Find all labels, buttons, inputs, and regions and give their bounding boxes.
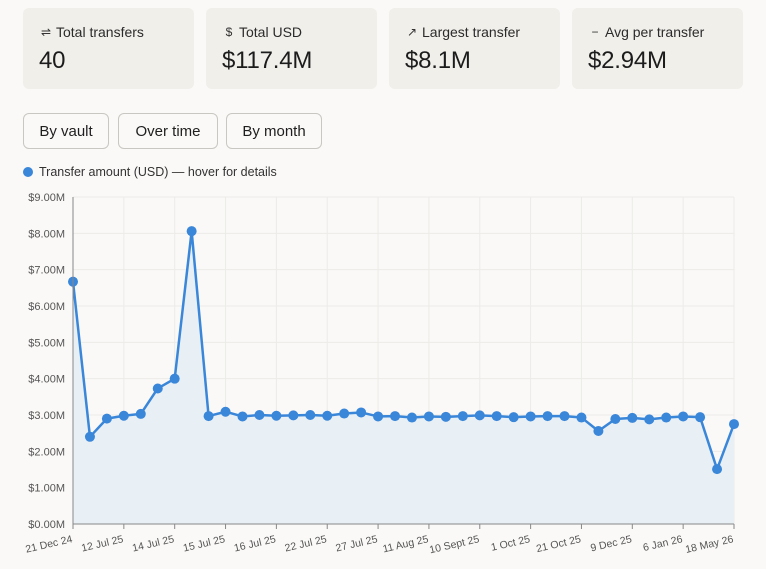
data-point[interactable] [695, 412, 706, 423]
data-point[interactable] [203, 411, 214, 422]
data-point[interactable] [406, 412, 417, 423]
line-chart[interactable]: $0.00M $1.00M $2.00M $3.00M $4.00M $5.00M $6.0… [0, 185, 766, 569]
chart-area [73, 231, 734, 525]
data-point[interactable] [712, 464, 723, 475]
y-tick-label: $9.00M [28, 192, 65, 204]
chart-line [71, 229, 736, 471]
legend-dot-icon [23, 167, 33, 177]
data-point[interactable] [729, 419, 739, 430]
data-point[interactable] [152, 383, 163, 394]
series-line [71, 229, 736, 471]
card-label: Total USD [239, 24, 303, 40]
card-value: $117.4M [222, 47, 313, 74]
x-tick-label: 15 Jul 25 [182, 533, 226, 554]
arrows-swap-icon: ⇌ [40, 25, 52, 39]
y-tick-label: $4.00M [28, 374, 65, 386]
x-tick-label: 11 Aug 25 [382, 533, 430, 555]
data-point[interactable] [135, 408, 146, 419]
y-tick-label: $8.00M [28, 228, 65, 240]
x-tick-label: 14 Jul 25 [131, 533, 175, 554]
data-point[interactable] [559, 411, 570, 422]
summary-cards: ⇌ Total transfers 40 $ Total USD $117.4M… [23, 8, 743, 89]
data-point[interactable] [423, 411, 434, 422]
card-total-usd: $ Total USD $117.4M [206, 8, 377, 89]
data-point[interactable] [627, 412, 638, 423]
card-largest-transfer: ↗ Largest transfer $8.1M [389, 8, 560, 89]
data-point[interactable] [237, 411, 248, 422]
data-point[interactable] [339, 408, 350, 419]
card-label: Largest transfer [422, 24, 521, 40]
x-axis: 21 Dec 24 12 Jul 25 14 Jul 25 15 Jul 25 16 J… [24, 523, 735, 556]
card-total-transfers: ⇌ Total transfers 40 [23, 8, 194, 89]
data-point[interactable] [220, 406, 231, 417]
y-tick-label: $1.00M [28, 483, 65, 495]
data-point[interactable] [305, 410, 316, 420]
tab-over-time[interactable]: Over time [118, 113, 218, 149]
data-point[interactable] [254, 410, 265, 420]
x-tick-label: 21 Oct 25 [535, 533, 582, 555]
data-point[interactable] [610, 413, 621, 424]
x-tick-label: 12 Jul 25 [80, 533, 124, 554]
x-tick-label: 10 Sept 25 [428, 533, 480, 556]
minus-icon: − [591, 25, 599, 39]
y-tick-label: $0.00M [28, 519, 65, 531]
data-point[interactable] [356, 407, 367, 418]
data-point[interactable] [84, 431, 95, 442]
x-tick-label: 9 Dec 25 [589, 533, 633, 554]
card-value: $8.1M [405, 47, 471, 74]
data-point[interactable] [169, 373, 180, 384]
x-tick-label: 21 Dec 24 [24, 533, 73, 555]
card-value: 40 [39, 47, 66, 74]
data-point[interactable] [542, 411, 553, 422]
y-axis: $0.00M $1.00M $2.00M $3.00M $4.00M $5.00M $6.0… [28, 192, 74, 531]
chart-legend[interactable]: Transfer amount (USD) — hover for detail… [23, 165, 277, 179]
data-point[interactable] [661, 412, 672, 423]
trend-up-icon: ↗ [406, 25, 418, 39]
data-point[interactable] [440, 411, 451, 422]
x-tick-label: 16 Jul 25 [233, 533, 277, 554]
chart-points [68, 226, 739, 475]
y-tick-label: $3.00M [28, 410, 65, 422]
data-point[interactable] [101, 413, 112, 424]
card-label: Total transfers [56, 24, 144, 40]
x-tick-label: 27 Jul 25 [335, 533, 379, 554]
data-point[interactable] [373, 411, 384, 422]
tab-by-vault[interactable]: By vault [23, 113, 109, 149]
data-point[interactable] [322, 410, 333, 421]
data-point[interactable] [118, 410, 129, 421]
data-point[interactable] [593, 425, 604, 436]
data-point[interactable] [508, 412, 519, 423]
x-tick-label: 18 May 26 [684, 533, 735, 556]
card-avg-per-transfer: − Avg per transfer $2.94M [572, 8, 743, 89]
card-label: Avg per transfer [605, 24, 705, 40]
legend-label: Transfer amount (USD) — hover for detail… [39, 165, 277, 179]
area-fill [73, 231, 734, 525]
x-tick-label: 6 Jan 26 [642, 533, 684, 554]
y-tick-label: $7.00M [28, 265, 65, 277]
data-point[interactable] [678, 411, 689, 422]
tab-by-month[interactable]: By month [226, 113, 322, 149]
data-point[interactable] [186, 226, 197, 237]
x-tick-label: 22 Jul 25 [284, 533, 328, 554]
dollar-icon: $ [225, 25, 233, 39]
y-tick-label: $2.00M [28, 446, 65, 458]
data-point[interactable] [525, 411, 536, 422]
data-point[interactable] [576, 412, 587, 423]
card-value: $2.94M [588, 47, 667, 74]
data-point[interactable] [288, 410, 299, 421]
y-tick-label: $6.00M [28, 301, 65, 313]
x-tick-label: 1 Oct 25 [490, 533, 532, 554]
data-point[interactable] [390, 411, 401, 422]
data-point[interactable] [271, 410, 282, 421]
data-point[interactable] [491, 411, 502, 422]
data-point[interactable] [644, 414, 655, 425]
data-point[interactable] [474, 410, 485, 421]
y-tick-label: $5.00M [28, 337, 65, 349]
data-point[interactable] [457, 411, 468, 422]
